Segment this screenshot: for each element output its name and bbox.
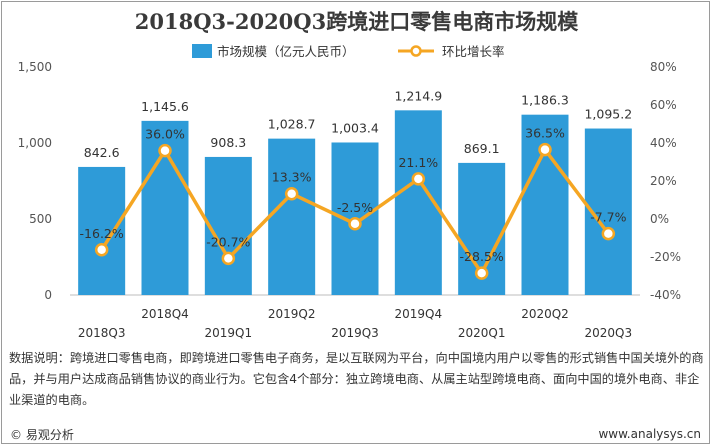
y-left-tick-label: 500 — [29, 212, 52, 226]
x-category-label: 2018Q4 — [141, 307, 189, 321]
growth-value-label: 36.0% — [145, 127, 185, 142]
legend-line-marker — [410, 45, 422, 57]
chart: 0 500 1,000 1,500 -40% -20% 0% 20% 40% 60% 80% 842.… — [18, 44, 681, 340]
bar-value-label: 908.3 — [210, 135, 246, 150]
growth-point — [411, 172, 426, 186]
growth-point — [601, 226, 616, 241]
x-category-label: 2020Q1 — [458, 326, 506, 340]
growth-point — [158, 143, 172, 158]
growth-point — [538, 142, 552, 157]
x-category-label: 2018Q3 — [78, 326, 126, 340]
growth-point — [348, 217, 362, 231]
data-note: 数据说明：跨境进口零售电商，即跨境进口零售电子商务，是以互联网为平台，向中国境内… — [9, 351, 704, 407]
bar-value-label: 1,028.7 — [268, 117, 316, 132]
bar — [521, 114, 569, 295]
growth-value-label: -2.5% — [337, 200, 373, 215]
growth-value-label: -16.2% — [80, 226, 124, 241]
bar — [204, 156, 252, 295]
bar-value-label: 1,186.3 — [521, 93, 569, 108]
x-category-label: 2019Q2 — [268, 307, 316, 321]
bar — [78, 166, 126, 295]
growth-value-label: -20.7% — [206, 234, 250, 249]
bar-value-label: 1,145.6 — [141, 99, 189, 114]
legend-bar-swatch — [192, 44, 212, 58]
growth-value-label: 21.1% — [398, 155, 438, 170]
x-category-label: 2019Q4 — [395, 307, 443, 321]
y-right-tick-label: 0% — [650, 212, 669, 226]
growth-point — [474, 266, 489, 280]
x-category-label: 2019Q3 — [331, 326, 379, 340]
y-right-tick-label: 40% — [650, 136, 677, 150]
y-right-tick-label: -40% — [650, 288, 681, 302]
growth-value-label: 13.3% — [272, 170, 312, 185]
bar-value-label: 842.6 — [84, 145, 120, 160]
growth-value-label: 36.5% — [525, 126, 565, 141]
growth-value-label: -28.5% — [460, 249, 504, 264]
y-right-tick-label: -20% — [650, 250, 681, 264]
bar-value-label: 869.1 — [464, 141, 500, 156]
chart-title: 2018Q3-2020Q3跨境进口零售电商市场规模 — [134, 9, 579, 34]
y-right-tick-label: 20% — [650, 174, 677, 188]
bar-value-label: 1,095.2 — [584, 107, 632, 122]
y-right-tick-label: 60% — [650, 98, 677, 112]
y-left-tick-label: 1,000 — [18, 136, 52, 150]
x-category-label: 2020Q3 — [585, 326, 633, 340]
growth-point — [94, 243, 109, 257]
bar-value-label: 1,214.9 — [394, 88, 442, 103]
legend-line-label: 环比增长率 — [442, 44, 505, 59]
growth-value-label: -7.7% — [590, 210, 626, 225]
growth-point — [221, 251, 236, 266]
bar-value-label: 1,003.4 — [331, 120, 379, 135]
website-label: www.analysys.cn — [598, 427, 701, 441]
x-category-label: 2019Q1 — [205, 326, 253, 340]
growth-point — [284, 186, 299, 201]
y-left-tick-label: 0 — [44, 288, 52, 302]
x-category-label: 2020Q2 — [521, 307, 569, 321]
y-left-tick-label: 1,500 — [18, 60, 52, 74]
bar — [268, 138, 316, 295]
legend-bar-label: 市场规模（亿元人民币） — [217, 44, 355, 59]
y-right-tick-label: 80% — [650, 60, 677, 74]
source-label: © 易观分析 — [10, 428, 74, 442]
